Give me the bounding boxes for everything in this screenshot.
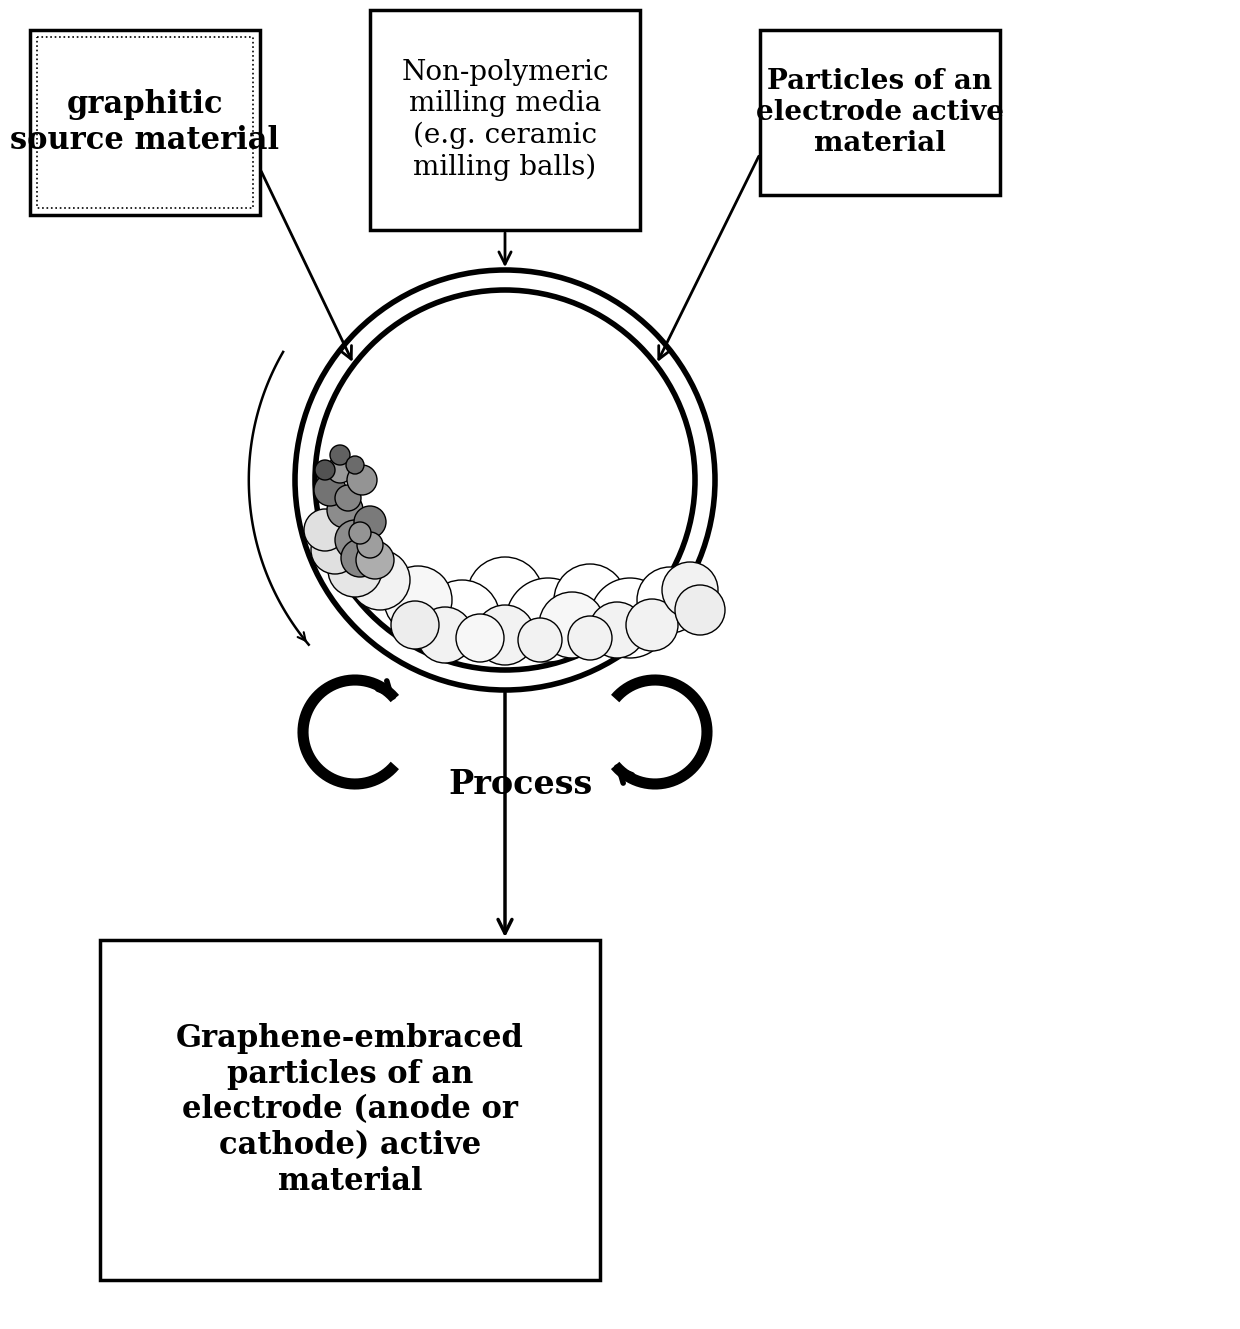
Circle shape [327,457,353,482]
Circle shape [554,563,626,637]
Circle shape [335,520,374,560]
Circle shape [675,585,725,635]
Circle shape [329,544,382,597]
Circle shape [539,591,605,658]
Circle shape [335,485,361,510]
Circle shape [417,607,472,663]
Text: Process: Process [448,768,593,801]
Circle shape [304,509,346,552]
Circle shape [348,522,371,544]
Circle shape [346,456,365,474]
Text: Non-polymeric
milling media
(e.g. ceramic
milling balls): Non-polymeric milling media (e.g. cerami… [402,60,609,181]
Circle shape [311,526,360,574]
Bar [370,11,640,230]
Text: Graphene-embraced
particles of an
electrode (anode or
cathode) active
material: Graphene-embraced particles of an electr… [176,1023,525,1197]
Circle shape [330,445,350,465]
Circle shape [353,506,386,538]
Circle shape [356,541,394,579]
Circle shape [391,601,439,649]
Circle shape [518,618,562,662]
Circle shape [456,614,503,662]
Circle shape [295,270,715,690]
Circle shape [475,605,534,664]
Circle shape [357,532,383,558]
Circle shape [347,465,377,494]
Text: Particles of an
electrode active
material: Particles of an electrode active materia… [756,68,1004,157]
Circle shape [350,550,410,610]
Circle shape [662,562,718,618]
Text: graphitic
source material: graphitic source material [10,89,279,155]
Circle shape [315,460,335,480]
Bar [37,37,253,209]
Circle shape [327,492,363,528]
Bar [760,31,999,195]
Circle shape [384,566,453,634]
Circle shape [626,599,678,651]
Circle shape [637,567,703,633]
Circle shape [341,540,379,577]
Circle shape [467,557,543,633]
Circle shape [568,617,613,661]
Circle shape [314,474,346,506]
Circle shape [506,578,590,662]
Circle shape [424,579,500,657]
Circle shape [590,578,670,658]
Circle shape [589,602,645,658]
Bar [100,940,600,1280]
Bar [30,31,260,215]
